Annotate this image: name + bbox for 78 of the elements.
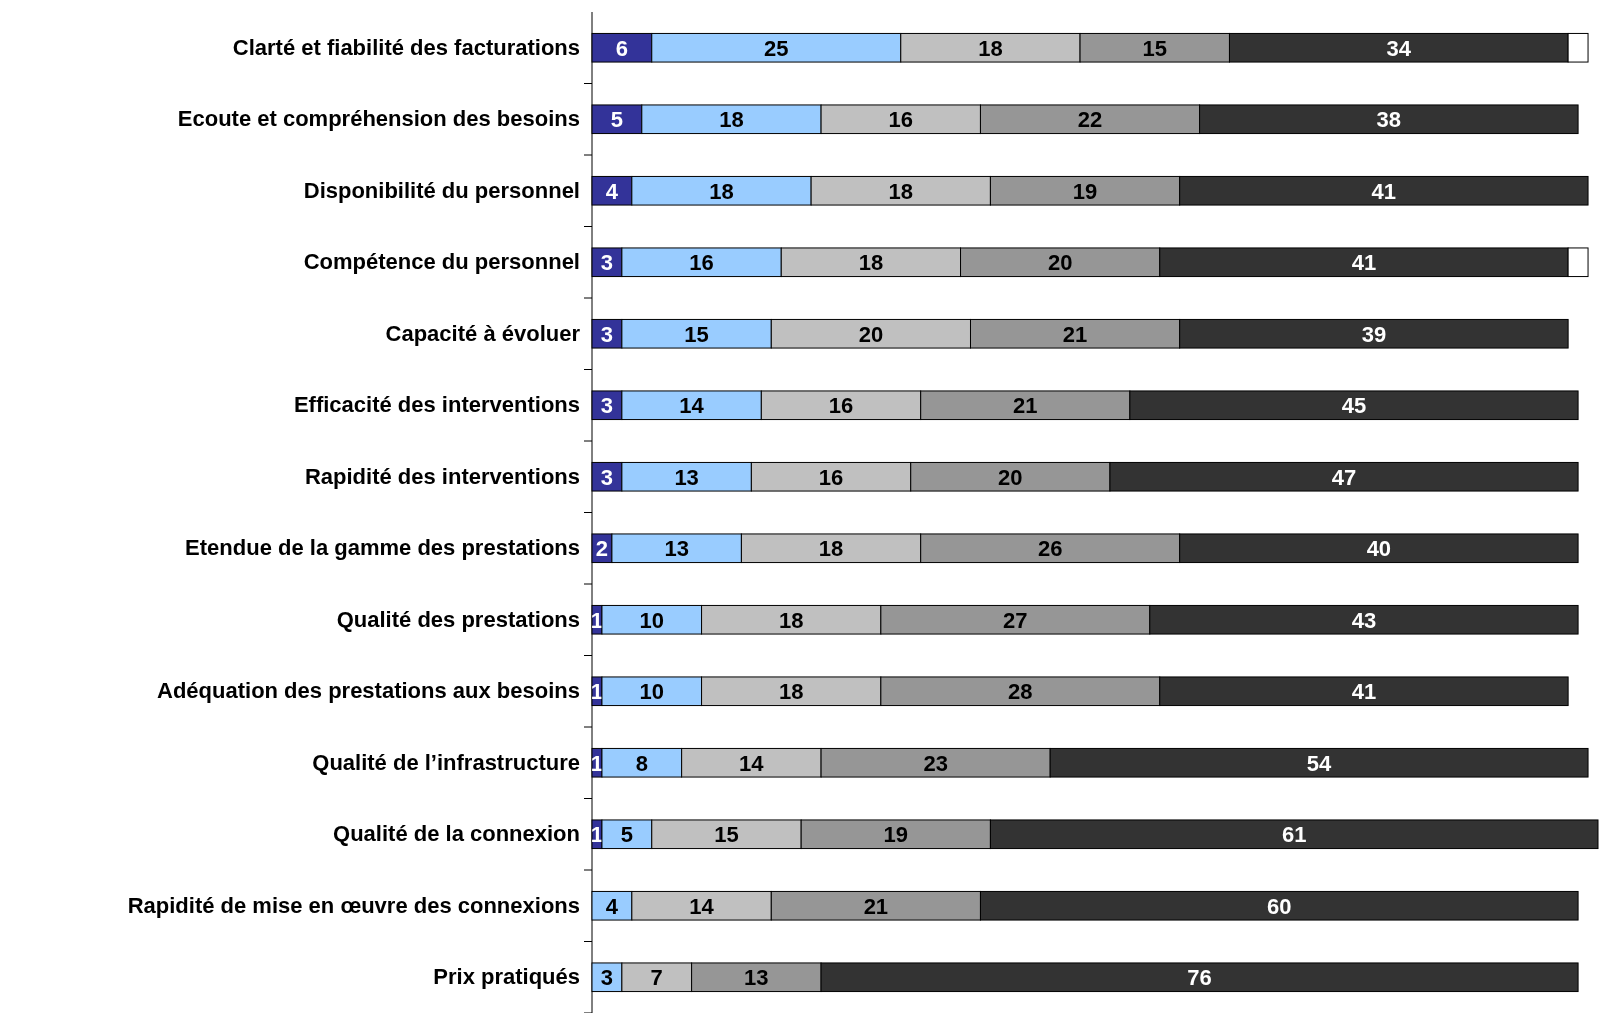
data-label: 14 bbox=[689, 893, 715, 919]
data-label: 4 bbox=[605, 893, 619, 919]
y-tick-label: Qualité des prestations bbox=[336, 606, 580, 632]
data-label: 18 bbox=[818, 536, 844, 562]
data-label: 19 bbox=[883, 822, 909, 848]
data-label: 3 bbox=[600, 393, 614, 419]
data-label: 20 bbox=[998, 464, 1023, 490]
data-label: 45 bbox=[1341, 393, 1367, 419]
data-label: 5 bbox=[620, 822, 633, 848]
data-label: 23 bbox=[923, 750, 948, 776]
y-tick-label: Efficacité des interventions bbox=[293, 392, 580, 418]
data-label: 60 bbox=[1267, 893, 1292, 919]
data-label: 41 bbox=[1351, 679, 1377, 705]
y-tick-label: Disponibilité du personnel bbox=[303, 177, 580, 203]
y-tick-label: Rapidité de mise en œuvre des connexions bbox=[127, 892, 580, 918]
data-label: 3 bbox=[600, 250, 614, 276]
data-label: 18 bbox=[778, 679, 804, 705]
data-label: 26 bbox=[1037, 536, 1063, 562]
data-label: 14 bbox=[739, 750, 765, 776]
data-label: 21 bbox=[1013, 393, 1038, 419]
data-label: 14 bbox=[679, 393, 705, 419]
y-tick-label: Adéquation des prestations aux besoins bbox=[157, 678, 580, 704]
data-label: 18 bbox=[709, 178, 734, 204]
data-label: 3 bbox=[600, 321, 614, 347]
data-label: 10 bbox=[639, 679, 664, 705]
data-label: 41 bbox=[1351, 250, 1377, 276]
data-label: 19 bbox=[1072, 178, 1098, 204]
data-label: 3 bbox=[600, 965, 614, 991]
y-tick-label: Etendue de la gamme des prestations bbox=[185, 535, 580, 561]
y-tick-label: Compétence du personnel bbox=[303, 249, 580, 275]
data-label: 3 bbox=[600, 464, 614, 490]
data-label: 4 bbox=[605, 178, 619, 204]
data-label: 38 bbox=[1376, 107, 1402, 133]
data-label: 16 bbox=[689, 250, 714, 276]
data-label: 28 bbox=[1008, 679, 1033, 705]
data-label: 16 bbox=[818, 464, 844, 490]
data-label: 61 bbox=[1281, 822, 1307, 848]
data-label: 13 bbox=[674, 464, 699, 490]
y-tick-label: Ecoute et compréhension des besoins bbox=[177, 106, 580, 132]
data-label: 54 bbox=[1306, 750, 1333, 776]
data-label: 7 bbox=[650, 965, 663, 991]
data-label: 2 bbox=[595, 536, 609, 562]
data-label: 6 bbox=[615, 35, 629, 61]
data-label: 16 bbox=[828, 393, 854, 419]
data-label: 34 bbox=[1386, 35, 1412, 61]
data-label: 8 bbox=[635, 750, 648, 776]
data-label: 15 bbox=[1142, 35, 1167, 61]
data-label: 39 bbox=[1361, 321, 1387, 347]
data-label: 15 bbox=[684, 321, 709, 347]
y-tick-label: Qualité de l’infrastructure bbox=[312, 749, 580, 775]
data-label: 18 bbox=[888, 178, 914, 204]
data-label: 18 bbox=[778, 607, 804, 633]
data-label: 5 bbox=[610, 107, 624, 133]
y-tick-label: Clarté et fiabilité des facturations bbox=[232, 34, 580, 60]
data-label: 18 bbox=[858, 250, 884, 276]
data-label: 18 bbox=[978, 35, 1003, 61]
y-tick-label: Qualité de la connexion bbox=[333, 821, 580, 847]
data-label: 43 bbox=[1351, 607, 1377, 633]
data-label: 18 bbox=[719, 107, 744, 133]
data-label: 21 bbox=[1062, 321, 1088, 347]
data-label: 10 bbox=[639, 607, 664, 633]
data-label: 22 bbox=[1077, 107, 1103, 133]
data-label: 13 bbox=[664, 536, 689, 562]
y-tick-label: Prix pratiqués bbox=[433, 964, 580, 990]
data-label: 21 bbox=[863, 893, 889, 919]
y-tick-label: Capacité à évoluer bbox=[385, 320, 581, 346]
data-label: 16 bbox=[888, 107, 914, 133]
y-tick-label: Rapidité des interventions bbox=[304, 463, 580, 489]
data-label: 13 bbox=[744, 965, 769, 991]
data-label: 40 bbox=[1366, 536, 1392, 562]
data-label: 27 bbox=[1003, 607, 1028, 633]
data-label: 20 bbox=[1047, 250, 1073, 276]
data-label: 20 bbox=[858, 321, 884, 347]
data-label: 15 bbox=[714, 822, 739, 848]
data-label: 76 bbox=[1187, 965, 1212, 991]
data-label: 25 bbox=[764, 35, 789, 61]
data-label: 47 bbox=[1331, 464, 1357, 490]
data-label: 41 bbox=[1371, 178, 1397, 204]
